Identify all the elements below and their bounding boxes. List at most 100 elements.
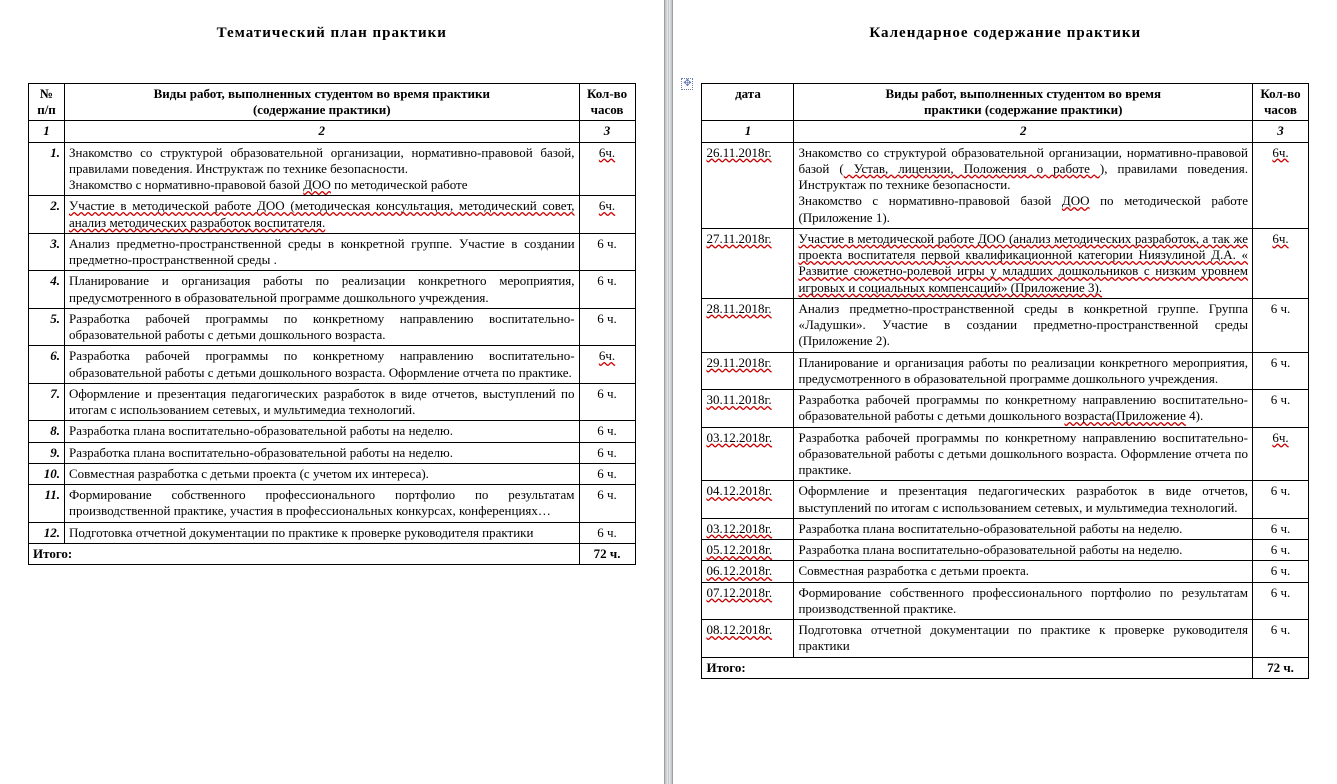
col-header-number: №п/п: [29, 83, 65, 121]
colnum-1: 1: [702, 121, 794, 142]
table-row: 28.11.2018г.Анализ предметно-пространств…: [702, 298, 1309, 352]
row-desc: Анализ предметно-пространственной среды …: [65, 233, 580, 271]
table-total-row: Итого: 72 ч.: [702, 657, 1309, 678]
col-header-desc: Виды работ, выполненных студентом во вре…: [794, 83, 1253, 121]
row-desc: Разработка плана воспитательно-образоват…: [794, 540, 1253, 561]
row-date: 27.11.2018г.: [702, 228, 794, 298]
table-row: 06.12.2018г.Совместная разработка с деть…: [702, 561, 1309, 582]
table-row: 07.12.2018г.Формирование собственного пр…: [702, 582, 1309, 620]
total-value: 72 ч.: [579, 543, 635, 564]
table-row: 6.Разработка рабочей программы по конкре…: [29, 346, 636, 384]
row-number: 4.: [29, 271, 65, 309]
thematic-plan-table: №п/п Виды работ, выполненных студентом в…: [28, 83, 636, 565]
table-row: 26.11.2018г.Знакомство со структурой обр…: [702, 142, 1309, 228]
row-hours: 6ч.: [1253, 427, 1309, 481]
row-hours: 6ч.: [1253, 228, 1309, 298]
row-hours: 6 ч.: [1253, 518, 1309, 539]
table-row: 11.Формирование собственного профессиона…: [29, 485, 636, 523]
row-hours: 6 ч.: [579, 463, 635, 484]
row-desc: Участие в методической работе ДОО (анали…: [794, 228, 1253, 298]
row-hours: 6 ч.: [1253, 561, 1309, 582]
row-date: 05.12.2018г.: [702, 540, 794, 561]
row-desc: Разработка рабочей программы по конкретн…: [65, 346, 580, 384]
colnum-1: 1: [29, 121, 65, 142]
row-date: 29.11.2018г.: [702, 352, 794, 390]
table-row: 10.Совместная разработка с детьми проект…: [29, 463, 636, 484]
row-hours: 6 ч.: [579, 233, 635, 271]
colnum-2: 2: [65, 121, 580, 142]
colnum-3: 3: [579, 121, 635, 142]
row-hours: 6 ч.: [579, 442, 635, 463]
row-desc: Анализ предметно-пространственной среды …: [794, 298, 1253, 352]
table-colnum-row: 1 2 3: [702, 121, 1309, 142]
table-header-row: №п/п Виды работ, выполненных студентом в…: [29, 83, 636, 121]
colnum-3: 3: [1253, 121, 1309, 142]
row-desc: Оформление и презентация педагогических …: [65, 383, 580, 421]
row-number: 1.: [29, 142, 65, 196]
table-row: 8.Разработка плана воспитательно-образов…: [29, 421, 636, 442]
row-date: 26.11.2018г.: [702, 142, 794, 228]
row-date: 08.12.2018г.: [702, 620, 794, 658]
row-hours: 6 ч.: [1253, 481, 1309, 519]
page-title: Тематический план практики: [28, 24, 636, 43]
row-desc: Совместная разработка с детьми проекта (…: [65, 463, 580, 484]
table-row: 12.Подготовка отчетной документации по п…: [29, 522, 636, 543]
row-hours: 6 ч.: [579, 308, 635, 346]
table-row: 5.Разработка рабочей программы по конкре…: [29, 308, 636, 346]
row-desc: Разработка плана воспитательно-образоват…: [65, 421, 580, 442]
row-date: 04.12.2018г.: [702, 481, 794, 519]
row-number: 12.: [29, 522, 65, 543]
table-row: 08.12.2018г.Подготовка отчетной документ…: [702, 620, 1309, 658]
table-row: 30.11.2018г.Разработка рабочей программы…: [702, 390, 1309, 428]
page-right: Календарное содержание практики ✥ дата В…: [673, 0, 1337, 784]
table-header-row: дата Виды работ, выполненных студентом в…: [702, 83, 1309, 121]
calendar-content-table: дата Виды работ, выполненных студентом в…: [701, 83, 1309, 679]
row-hours: 6ч.: [1253, 142, 1309, 228]
row-desc: Разработка рабочей программы по конкретн…: [794, 390, 1253, 428]
row-number: 2.: [29, 196, 65, 234]
total-label: Итого:: [29, 543, 580, 564]
row-date: 03.12.2018г.: [702, 518, 794, 539]
row-hours: 6 ч.: [579, 271, 635, 309]
page-gutter: [664, 0, 674, 784]
row-desc: Участие в методической работе ДОО (метод…: [65, 196, 580, 234]
row-hours: 6 ч.: [1253, 582, 1309, 620]
row-desc: Планирование и организация работы по реа…: [65, 271, 580, 309]
row-date: 30.11.2018г.: [702, 390, 794, 428]
row-number: 10.: [29, 463, 65, 484]
table-row: 27.11.2018г.Участие в методической работ…: [702, 228, 1309, 298]
row-hours: 6 ч.: [579, 522, 635, 543]
row-hours: 6 ч.: [579, 485, 635, 523]
col-header-desc: Виды работ, выполненных студентом во вре…: [65, 83, 580, 121]
row-number: 11.: [29, 485, 65, 523]
total-label: Итого:: [702, 657, 1253, 678]
page-title: Календарное содержание практики: [701, 24, 1309, 43]
table-row: 05.12.2018г.Разработка плана воспитатель…: [702, 540, 1309, 561]
row-hours: 6 ч.: [1253, 540, 1309, 561]
row-desc: Разработка плана воспитательно-образоват…: [65, 442, 580, 463]
row-desc: Оформление и презентация педагогических …: [794, 481, 1253, 519]
row-desc: Разработка рабочей программы по конкретн…: [65, 308, 580, 346]
row-hours: 6 ч.: [1253, 620, 1309, 658]
table-row: 04.12.2018г.Оформление и презентация пед…: [702, 481, 1309, 519]
table-anchor-icon[interactable]: ✥: [681, 78, 693, 90]
row-hours: 6 ч.: [1253, 390, 1309, 428]
row-number: 8.: [29, 421, 65, 442]
col-header-hours: Кол-вочасов: [1253, 83, 1309, 121]
row-number: 7.: [29, 383, 65, 421]
row-number: 6.: [29, 346, 65, 384]
table-row: 29.11.2018г.Планирование и организация р…: [702, 352, 1309, 390]
col-header-hours: Кол-вочасов: [579, 83, 635, 121]
row-desc: Подготовка отчетной документации по прак…: [65, 522, 580, 543]
table-row: 03.12.2018г.Разработка рабочей программы…: [702, 427, 1309, 481]
row-desc: Подготовка отчетной документации по прак…: [794, 620, 1253, 658]
row-date: 28.11.2018г.: [702, 298, 794, 352]
row-hours: 6ч.: [579, 142, 635, 196]
row-hours: 6ч.: [579, 196, 635, 234]
table-row: 4.Планирование и организация работы по р…: [29, 271, 636, 309]
row-desc: Формирование собственного профессиональн…: [794, 582, 1253, 620]
table-row: 3.Анализ предметно-пространственной сред…: [29, 233, 636, 271]
row-hours: 6ч.: [579, 346, 635, 384]
row-number: 9.: [29, 442, 65, 463]
row-desc: Знакомство со структурой образовательной…: [65, 142, 580, 196]
